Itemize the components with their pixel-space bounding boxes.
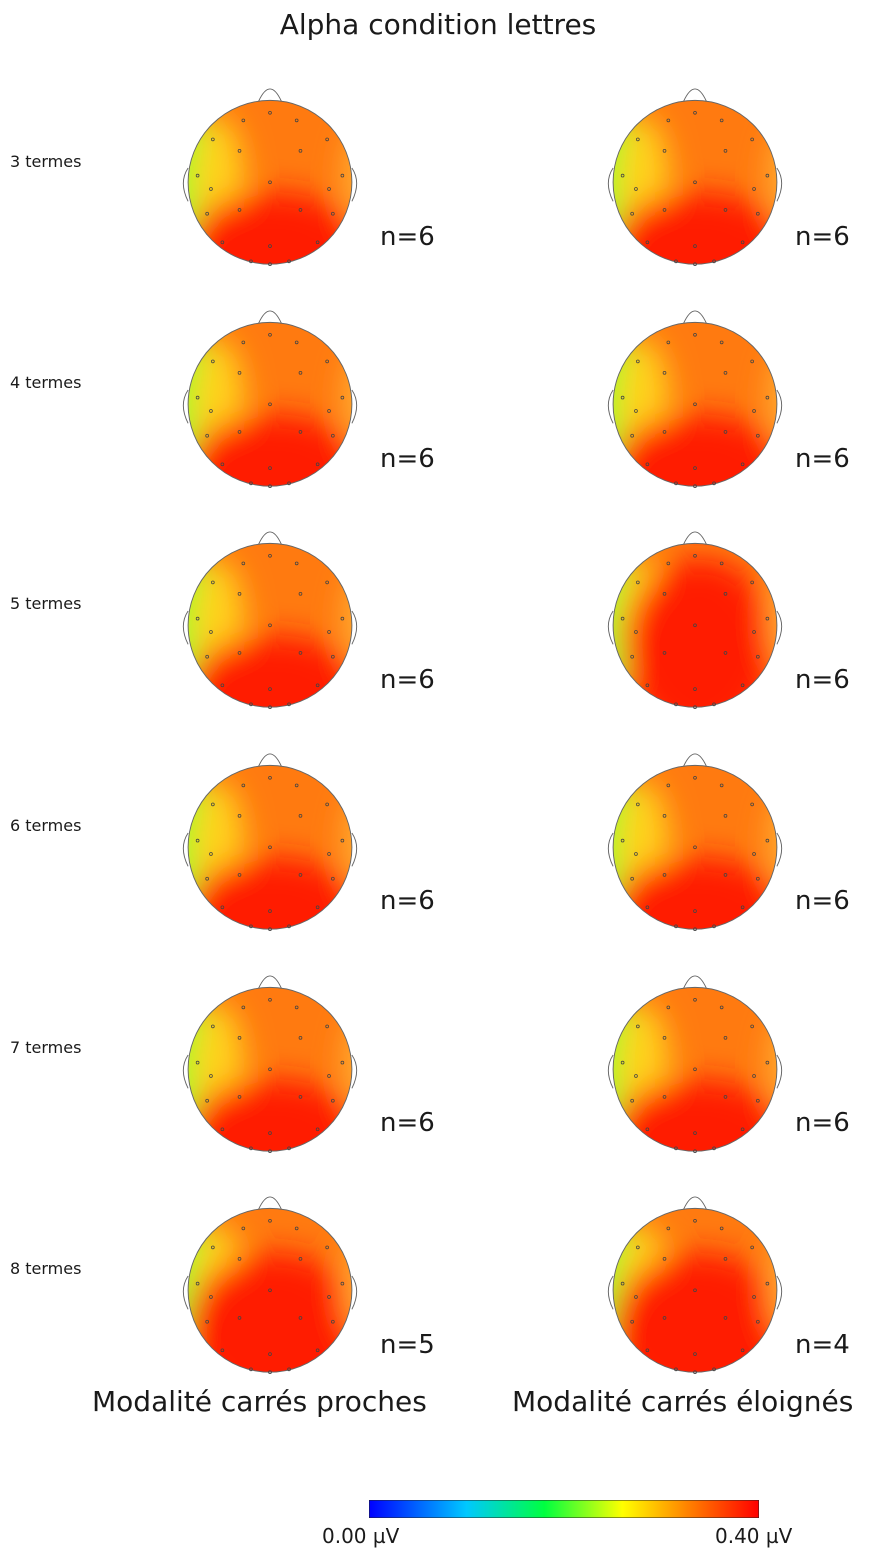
row-label-3-termes: 3 termes [10,152,82,171]
head-map-eloignes-row-8 [600,1176,790,1381]
head-map-eloignes-row-4 [600,290,790,495]
n-label-right-8: n=4 [795,1330,850,1360]
n-label-right-4: n=6 [795,444,850,474]
head-map-proches-row-3 [175,68,365,273]
n-label-left-8: n=5 [380,1330,435,1360]
colorbar [369,1500,759,1518]
column-label-proches: Modalité carrés proches [92,1385,427,1418]
n-label-left-4: n=6 [380,444,435,474]
colorbar-min-label: 0.00 µV [322,1524,400,1548]
row-label-7-termes: 7 termes [10,1038,82,1057]
n-label-left-6: n=6 [380,886,435,916]
head-map-eloignes-row-3 [600,68,790,273]
row-label-6-termes: 6 termes [10,816,82,835]
head-map-eloignes-row-5 [600,511,790,716]
head-map-proches-row-4 [175,290,365,495]
head-map-eloignes-row-6 [600,733,790,938]
n-label-left-7: n=6 [380,1108,435,1138]
head-map-eloignes-row-7 [600,955,790,1160]
figure-title: Alpha condition lettres [279,8,597,41]
colorbar-max-label: 0.40 µV [715,1524,793,1548]
n-label-left-5: n=6 [380,665,435,695]
head-map-proches-row-6 [175,733,365,938]
head-map-proches-row-5 [175,511,365,716]
row-label-5-termes: 5 termes [10,594,82,613]
row-label-8-termes: 8 termes [10,1259,82,1278]
n-label-right-5: n=6 [795,665,850,695]
n-label-right-7: n=6 [795,1108,850,1138]
n-label-right-6: n=6 [795,886,850,916]
row-label-4-termes: 4 termes [10,373,82,392]
n-label-left-3: n=6 [380,222,435,252]
head-map-proches-row-8 [175,1176,365,1381]
column-label-eloignes: Modalité carrés éloignés [512,1385,854,1418]
n-label-right-3: n=6 [795,222,850,252]
head-map-proches-row-7 [175,955,365,1160]
